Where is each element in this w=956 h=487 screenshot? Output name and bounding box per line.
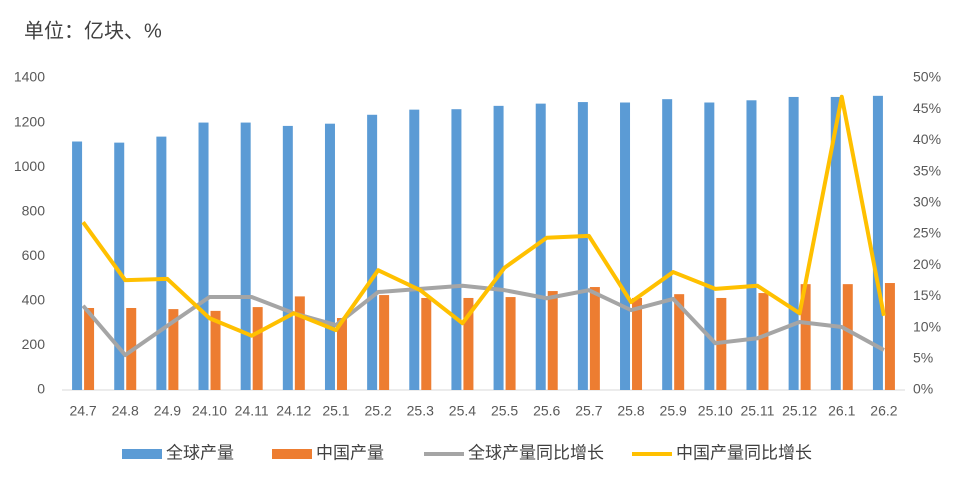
bar	[252, 307, 263, 390]
x-tick-label: 24.7	[69, 403, 96, 419]
bar	[547, 291, 558, 390]
x-tick-label: 26.2	[870, 403, 897, 419]
x-tick-label: 25.9	[660, 403, 687, 419]
x-tick-label: 26.1	[828, 403, 855, 419]
x-tick-label: 25.10	[698, 403, 733, 419]
bar	[493, 105, 504, 390]
bar	[463, 297, 474, 390]
x-tick-label: 25.12	[782, 403, 817, 419]
bar	[842, 284, 853, 390]
y2-tick-label: 45%	[913, 100, 941, 116]
y-tick-label: 1000	[14, 158, 45, 174]
bar	[379, 295, 390, 390]
bar	[282, 125, 293, 391]
legend-label: 中国产量同比增长	[676, 443, 812, 462]
bar	[409, 109, 420, 390]
bar	[240, 122, 251, 391]
y2-tick-label: 50%	[913, 69, 941, 85]
bar	[662, 99, 673, 391]
x-tick-label: 24.9	[154, 403, 181, 419]
bar	[620, 102, 631, 390]
y-tick-label: 600	[22, 247, 46, 263]
x-tick-label: 25.11	[740, 403, 774, 419]
bar	[505, 297, 516, 390]
x-tick-label: 25.8	[617, 403, 644, 419]
bar	[294, 296, 305, 390]
x-tick-label: 25.3	[407, 403, 434, 419]
bar	[72, 141, 83, 390]
bar	[704, 102, 715, 390]
bar	[535, 103, 546, 390]
bar	[451, 109, 462, 390]
y-tick-label: 800	[22, 202, 46, 218]
bar	[632, 297, 643, 390]
bar	[577, 102, 588, 390]
bar	[872, 95, 883, 390]
line	[81, 94, 886, 338]
y-tick-label: 1400	[14, 69, 45, 85]
chart-title: 单位：亿块、%	[24, 19, 162, 42]
bar	[758, 293, 769, 390]
bar	[198, 122, 209, 391]
bar	[884, 283, 895, 390]
x-tick-label: 24.8	[112, 403, 139, 419]
bar	[830, 96, 841, 390]
bar	[324, 123, 335, 390]
bar	[336, 318, 347, 390]
legend-swatch	[272, 449, 312, 459]
bar	[746, 100, 757, 391]
y2-tick-label: 30%	[913, 194, 941, 210]
bar	[84, 307, 95, 390]
x-tick-label: 25.6	[533, 403, 560, 419]
x-tick-label: 25.2	[365, 403, 392, 419]
x-tick-label: 25.7	[575, 403, 602, 419]
y2-tick-label: 0%	[913, 381, 933, 397]
bar	[421, 297, 432, 390]
legend-label: 中国产量	[316, 443, 384, 462]
y2-tick-label: 15%	[913, 287, 941, 303]
x-tick-label: 25.4	[449, 403, 476, 419]
y-tick-label: 400	[22, 292, 46, 308]
bar	[674, 294, 685, 390]
legend-swatch	[122, 449, 162, 459]
bar	[168, 309, 179, 390]
bar	[156, 136, 167, 390]
y-tick-label: 1200	[14, 113, 45, 129]
y2-tick-label: 35%	[913, 162, 941, 178]
legend-label: 全球产量	[166, 443, 234, 462]
y2-tick-label: 40%	[913, 131, 941, 147]
y2-tick-label: 20%	[913, 256, 941, 272]
bar	[589, 287, 600, 390]
x-tick-label: 25.1	[322, 403, 349, 419]
x-tick-label: 24.11	[235, 403, 269, 419]
x-tick-label: 25.5	[491, 403, 518, 419]
y-tick-label: 200	[22, 336, 46, 352]
legend-label: 全球产量同比增长	[468, 443, 604, 462]
y-tick-label: 0	[37, 381, 45, 397]
bar	[367, 114, 378, 391]
x-tick-label: 24.10	[192, 403, 227, 419]
y2-tick-label: 10%	[913, 318, 941, 334]
bar	[114, 142, 125, 390]
line	[81, 283, 885, 358]
bar	[788, 96, 799, 390]
y2-tick-label: 25%	[913, 225, 941, 241]
bar	[210, 310, 221, 390]
y2-tick-label: 5%	[913, 350, 933, 366]
x-tick-label: 24.12	[276, 403, 311, 419]
bar	[800, 284, 811, 390]
